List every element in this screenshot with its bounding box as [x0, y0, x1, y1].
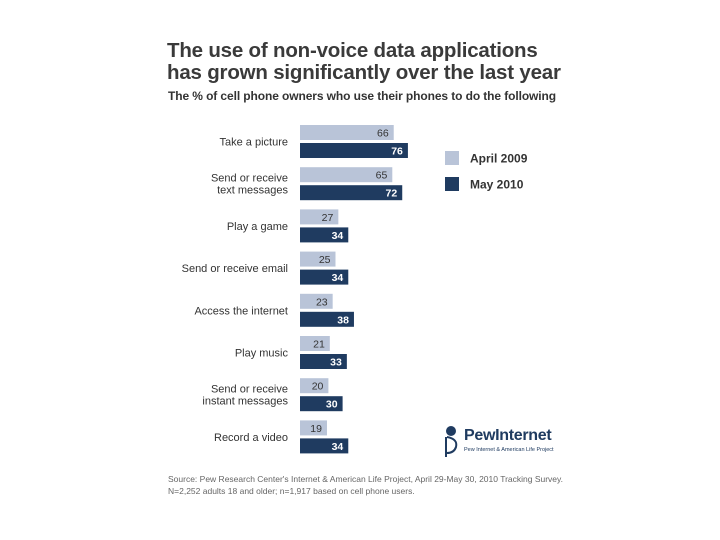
bar-may-2010 — [300, 396, 343, 412]
data-label: 66 — [377, 128, 389, 140]
data-label: 34 — [332, 272, 344, 284]
bar-may-2010 — [300, 438, 349, 454]
bar-april-2009 — [300, 293, 333, 309]
bar-april-2009 — [300, 378, 329, 394]
data-label: 34 — [332, 441, 344, 453]
data-label: 23 — [316, 296, 328, 308]
data-label: 27 — [322, 212, 334, 224]
chart-subtitle: The % of cell phone owners who use their… — [168, 89, 556, 103]
legend-label: May 2010 — [470, 178, 524, 192]
bar-april-2009 — [300, 125, 394, 140]
bar-april-2009 — [300, 251, 336, 267]
logo-name: PewInternet — [464, 427, 552, 444]
bar-may-2010 — [300, 269, 349, 285]
category-label: text messages — [217, 185, 288, 197]
legend-label: April 2009 — [470, 152, 528, 166]
legend-swatch — [445, 151, 459, 165]
chart-title: The use of non-voice data applications h… — [167, 40, 687, 84]
data-label: 76 — [391, 146, 403, 158]
bar-may-2010 — [300, 354, 347, 369]
category-label: Record a video — [214, 432, 288, 444]
category-label: Access the internet — [194, 305, 288, 317]
bar-may-2010 — [300, 227, 349, 243]
bar-may-2010 — [300, 311, 354, 327]
category-label: Take a picture — [220, 137, 288, 149]
source-note: Source: Pew Research Center's Internet &… — [168, 473, 588, 497]
data-label: 34 — [332, 230, 344, 242]
bar-april-2009 — [300, 167, 393, 183]
data-label: 30 — [326, 399, 338, 411]
category-label: Play a game — [227, 221, 288, 233]
bar-may-2010 — [300, 185, 403, 201]
category-label: Send or receive email — [182, 263, 288, 275]
category-label: Send or receive — [211, 384, 288, 396]
pew-logo-icon — [445, 426, 458, 457]
data-label: 38 — [337, 314, 349, 326]
source-line-2: N=2,252 adults 18 and older; n=1,917 bas… — [168, 486, 415, 496]
logo-tagline: Pew Internet & American Life Project — [464, 447, 554, 453]
bar-april-2009 — [300, 209, 339, 225]
chart-title-line-2: has grown significantly over the last ye… — [167, 61, 561, 84]
category-label: Play music — [235, 348, 289, 360]
legend-swatch — [445, 177, 459, 191]
bar-april-2009 — [300, 336, 330, 351]
data-label: 65 — [376, 170, 388, 182]
category-label: Send or receive — [211, 173, 288, 185]
chart-title-line-1: The use of non-voice data applications — [167, 39, 538, 62]
data-label: 19 — [310, 423, 322, 435]
pew-internet-logo: PewInternet Pew Internet & American Life… — [440, 423, 560, 459]
bar-april-2009 — [300, 420, 327, 436]
data-label: 72 — [386, 188, 398, 200]
data-label: 20 — [312, 381, 324, 393]
source-line-1: Source: Pew Research Center's Internet &… — [168, 474, 564, 484]
bar-may-2010 — [300, 143, 408, 158]
data-label: 25 — [319, 254, 331, 266]
data-label: 21 — [313, 339, 325, 351]
category-label: instant messages — [202, 396, 288, 408]
data-label: 33 — [330, 357, 342, 369]
